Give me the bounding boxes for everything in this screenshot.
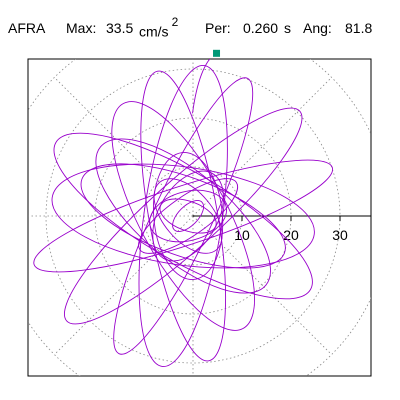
axis-tick-label-10: 10: [234, 227, 250, 243]
trace-tail: [192, 59, 211, 114]
trace-loop-0: [33, 159, 334, 273]
start-marker-square: [213, 49, 221, 57]
per-unit: s: [284, 20, 291, 36]
max-unit-power: 2: [171, 15, 179, 29]
trace-loop-5: [111, 101, 256, 331]
plot-frame: [27, 58, 372, 377]
trace-loop-14: [153, 178, 223, 254]
trace-loop-16: [172, 200, 205, 232]
axis-tick-label-20: 20: [283, 227, 299, 243]
trace-loop-3: [138, 65, 228, 367]
trace-loop-10: [149, 189, 227, 243]
max-label: Max:: [66, 20, 97, 36]
trace-loop-15: [159, 198, 217, 234]
station-label: AFRA: [8, 20, 46, 36]
polar-grid: [28, 59, 371, 376]
trace-loop-2: [113, 77, 254, 355]
trace-loop-8: [53, 132, 313, 300]
grid-ring-40: [28, 59, 371, 376]
trace-loop-9: [51, 163, 315, 269]
max-unit-text: cm/s: [139, 23, 169, 40]
trace-loop-7: [80, 163, 286, 269]
grid-spoke-315: [192, 215, 332, 355]
ang-value: 81.8: [345, 20, 373, 36]
trace-loop-13: [153, 152, 224, 280]
grid-spoke-225: [54, 215, 194, 355]
trace-loop-6: [95, 138, 271, 294]
grid-spoke-45: [192, 77, 332, 217]
per-label: Per:: [205, 20, 231, 36]
per-value: 0.260: [243, 20, 279, 36]
plot-header: AFRA Max: 33.5 cm/s2 Per: 0.260 s Ang: 8…: [8, 8, 396, 40]
max-value: 33.5: [106, 20, 134, 36]
max-unit: cm/s2: [139, 15, 178, 40]
particle-trace: [33, 59, 334, 367]
grid-spoke-135: [54, 77, 194, 217]
ang-label: Ang:: [303, 20, 332, 36]
axis-tick-label-30: 30: [332, 227, 348, 243]
radial-axis: 10 20 30: [193, 215, 371, 243]
trace-loop-12: [152, 170, 224, 262]
start-marker: [213, 49, 221, 57]
trace-loop-11: [138, 178, 239, 254]
